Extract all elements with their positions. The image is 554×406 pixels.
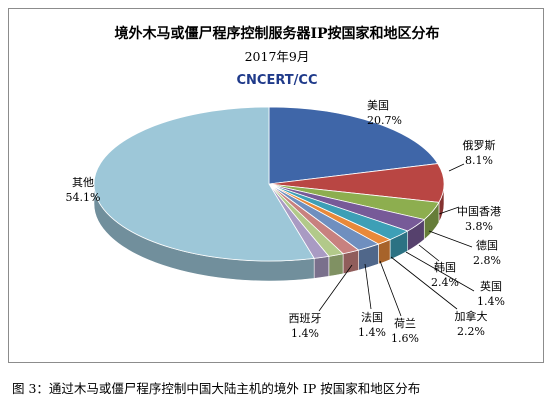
pie-slice-10 bbox=[93, 106, 315, 262]
slice-value-6: 2.2% bbox=[457, 325, 485, 338]
cncert-logo: CNCERT/CC bbox=[237, 73, 318, 88]
pie-slice-1 bbox=[268, 163, 445, 203]
leader-line-4 bbox=[418, 244, 440, 262]
slice-value-2: 3.8% bbox=[465, 220, 493, 233]
leader-line-3 bbox=[428, 230, 473, 248]
pie-side-8 bbox=[328, 253, 344, 277]
slice-label-9: 西班牙 bbox=[289, 312, 322, 325]
slice-label-3: 德国 bbox=[476, 238, 498, 252]
slice-label-4: 韩国 bbox=[434, 260, 456, 274]
slice-label-8: 法国 bbox=[361, 310, 383, 324]
pie-chart: 境外木马或僵尸程序控制服务器IP按国家和地区分布 2017年9月 CNCERT/… bbox=[66, 25, 505, 345]
slice-label-6: 加拿大 bbox=[455, 309, 488, 323]
slice-label-1: 俄罗斯 bbox=[463, 139, 496, 152]
figure-caption: 图 3：通过木马或僵尸程序控制中国大陆主机的境外 IP 按国家和地区分布 bbox=[12, 381, 421, 396]
slice-value-7: 1.6% bbox=[391, 332, 419, 345]
leader-line-5 bbox=[405, 251, 475, 292]
slice-label-2: 中国香港 bbox=[457, 205, 501, 218]
slice-label-10: 其他 bbox=[72, 176, 94, 189]
slice-value-5: 1.4% bbox=[477, 295, 505, 308]
pie-side-9 bbox=[313, 256, 330, 279]
slice-value-3: 2.8% bbox=[473, 254, 501, 267]
slice-value-10: 54.1% bbox=[66, 191, 101, 204]
pie-tops bbox=[93, 106, 445, 262]
slice-label-5: 英国 bbox=[480, 279, 502, 293]
chart-subtitle: 2017年9月 bbox=[245, 49, 310, 64]
leader-line-6 bbox=[390, 256, 458, 310]
slice-value-1: 8.1% bbox=[465, 154, 493, 167]
leader-line-1 bbox=[448, 163, 465, 172]
slice-value-0: 20.7% bbox=[367, 114, 402, 127]
leader-line-9 bbox=[318, 264, 353, 312]
pie-labels: 美国 20.7% 俄罗斯 8.1% 中国香港 3.8% 德国 2.8% 韩国 2.4% 英国 1.4%… bbox=[66, 99, 505, 345]
chart-frame: 境外木马或僵尸程序控制服务器IP按国家和地区分布 2017年9月 CNCERT/… bbox=[8, 8, 544, 363]
slice-label-7: 荷兰 bbox=[394, 317, 416, 330]
leader-line-7 bbox=[379, 260, 402, 317]
slice-value-4: 2.4% bbox=[431, 276, 459, 289]
slice-label-0: 美国 bbox=[367, 99, 389, 112]
leader-line-8 bbox=[364, 263, 372, 310]
chart-title: 境外木马或僵尸程序控制服务器IP按国家和地区分布 bbox=[114, 25, 439, 42]
pie-slice-0 bbox=[268, 106, 439, 185]
slice-value-9: 1.4% bbox=[291, 327, 319, 340]
leader-line-2 bbox=[438, 206, 460, 215]
slice-value-8: 1.4% bbox=[358, 326, 386, 339]
pie-leader-lines bbox=[318, 163, 475, 317]
